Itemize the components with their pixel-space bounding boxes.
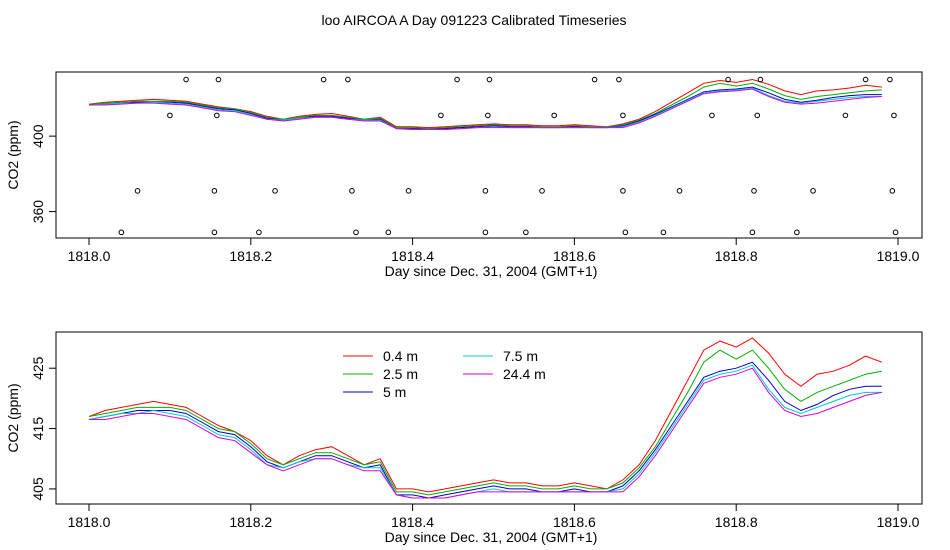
chart-0-x-tick-label: 1818.0 <box>68 248 111 264</box>
chart-0-series-line-4 <box>89 88 882 130</box>
chart-1-y-tick-label: 415 <box>30 417 46 441</box>
chart-1-legend-label-0: 0.4 m <box>383 348 418 364</box>
chart-0-point <box>438 112 444 119</box>
chart-1-x-tick-label: 1818.4 <box>391 514 434 530</box>
chart-0-point <box>660 229 667 236</box>
chart-1-legend-label-2: 5 m <box>383 384 406 400</box>
chart-0-y-axis-label: CO2 (ppm) <box>5 120 21 189</box>
chart-1-legend-label-4: 24.4 m <box>503 366 546 382</box>
chart-1-y-tick-label: 425 <box>30 356 46 380</box>
chart-0-point <box>183 76 189 83</box>
chart-0-x-tick-label: 1818.2 <box>229 248 272 264</box>
chart-0-point <box>757 76 764 83</box>
chart-1-x-tick-label: 1818.2 <box>229 514 272 530</box>
chart-1-legend-label-1: 2.5 m <box>383 366 418 382</box>
bottom-panel: 1818.0 1818.2 1818.4 1818.6 1818.8 1819.0 405 4… <box>5 331 923 545</box>
chart-0-point <box>551 112 557 119</box>
chart-0-point <box>486 76 493 83</box>
chart-0-x-tick-label: 1818.6 <box>553 248 596 264</box>
chart-0-x-tick-label: 1818.4 <box>391 248 434 264</box>
chart-0-point <box>482 188 489 194</box>
chart-0-series-line-2 <box>88 86 882 131</box>
chart-1-series-line-2 <box>88 361 882 499</box>
chart-0-point <box>353 229 359 236</box>
chart-0-point <box>272 188 278 194</box>
chart-0-point <box>320 76 327 83</box>
chart-1-series-line-1 <box>88 349 882 496</box>
chart-0-point <box>482 229 489 236</box>
chart-1-x-tick-label: 1818.8 <box>715 514 758 530</box>
chart-0-point <box>676 188 683 194</box>
chart-0-point <box>118 229 125 236</box>
chart-0-point <box>887 76 893 83</box>
chart-0-point <box>591 76 598 83</box>
chart-0-point <box>485 112 491 119</box>
chart-1-legend-label-3: 7.5 m <box>503 348 538 364</box>
chart-0-point <box>211 188 218 194</box>
chart-0-point <box>891 112 897 119</box>
chart-0-x-tick-label: 1819.0 <box>877 248 920 264</box>
chart-0-point <box>345 76 351 83</box>
chart-0-series-line-1 <box>88 82 882 130</box>
chart-0-point <box>620 112 626 119</box>
chart-0-point <box>167 112 173 119</box>
chart-1-y-tick-label: 405 <box>30 477 46 501</box>
chart-0-point <box>842 112 849 119</box>
chart-0-point <box>539 188 545 194</box>
chart-0-point <box>256 229 262 236</box>
chart-0-point <box>794 229 800 236</box>
chart-0-data-area <box>88 76 899 236</box>
chart-0-point <box>211 229 218 236</box>
chart-0-point <box>709 112 715 119</box>
chart-1-y-axis-label: CO2 (ppm) <box>5 383 21 452</box>
chart-0-y-tick-label: 400 <box>30 124 46 148</box>
chart-1-x-tick-label: 1818.6 <box>553 514 596 530</box>
chart-0-point <box>862 76 869 83</box>
chart-0-point <box>454 76 460 83</box>
chart-0-point <box>385 229 392 236</box>
chart-1-series-line-0 <box>88 337 882 493</box>
chart-0-point <box>349 188 355 194</box>
chart-0-point <box>810 188 816 194</box>
chart-1-series-line-3 <box>88 364 882 499</box>
chart-1-legend: 0.4 m 2.5 m 5 m 7.5 m 24.4 m <box>343 348 546 400</box>
chart-0-x-tick-label: 1818.8 <box>715 248 758 264</box>
chart-1-x-axis-label: Day since Dec. 31, 2004 (GMT+1) <box>385 529 598 545</box>
chart-0-point <box>754 112 761 119</box>
chart-0-point <box>892 229 899 236</box>
chart-0-point <box>620 188 626 194</box>
chart-1-x-tick-label: 1819.0 <box>877 514 920 530</box>
chart-0-point <box>523 229 529 236</box>
chart-0-y-tick-label: 360 <box>30 200 46 224</box>
chart-0-x-axis-label: Day since Dec. 31, 2004 (GMT+1) <box>385 263 598 279</box>
chart-0-point <box>751 188 757 194</box>
chart-0-point <box>889 188 896 194</box>
chart-0-point <box>616 76 622 83</box>
chart-1-data-area <box>88 337 882 499</box>
chart-1-x-tick-label: 1818.0 <box>68 514 111 530</box>
figure-title: loo AIRCOA A Day 091223 Calibrated Times… <box>321 12 626 28</box>
top-panel: 1818.0 1818.2 1818.4 1818.6 1818.8 1819.0 360 4… <box>5 71 923 279</box>
chart-1-series-line-4 <box>89 367 882 499</box>
chart-0-point <box>622 229 629 236</box>
chart-0-point <box>134 188 141 194</box>
chart-0-point <box>215 76 222 83</box>
chart-0-point <box>214 112 220 119</box>
chart-0-point <box>405 188 412 194</box>
chart-0-point <box>725 76 731 83</box>
chart-0-point <box>749 229 756 236</box>
chart-0-series-line-0 <box>88 78 882 129</box>
